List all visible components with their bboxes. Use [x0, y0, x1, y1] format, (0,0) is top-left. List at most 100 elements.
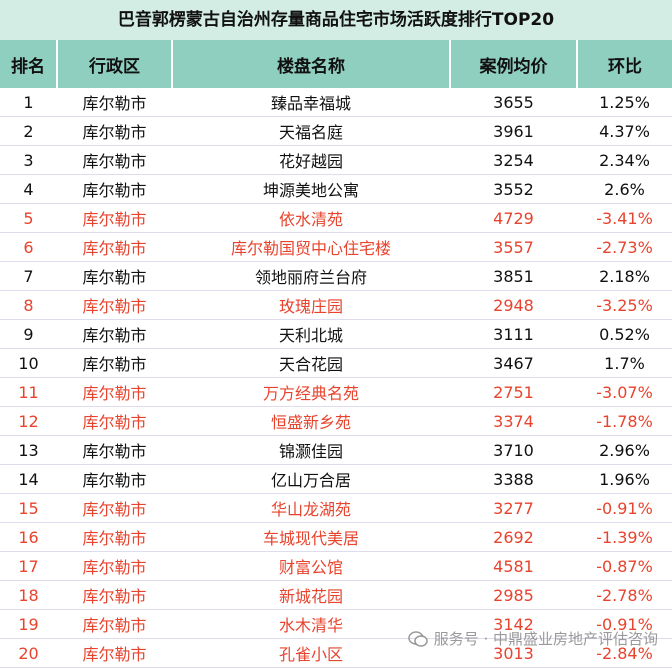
table-row: 1 库尔勒市 臻品幸福城 3655 1.25% [0, 88, 672, 117]
project-name-cell: 新城花园 [172, 580, 450, 610]
project-name-cell: 臻品幸福城 [172, 88, 450, 117]
table-row: 20 库尔勒市 孔雀小区 3013 -2.84% [0, 638, 672, 668]
project-name-cell: 水木清华 [172, 609, 450, 639]
change-cell: -2.78% [577, 580, 672, 610]
district-cell: 库尔勒市 [57, 522, 172, 552]
rank-cell: 18 [0, 580, 57, 610]
avg-price-cell: 3557 [450, 232, 577, 262]
district-cell: 库尔勒市 [57, 580, 172, 610]
district-cell: 库尔勒市 [57, 406, 172, 436]
avg-price-cell: 3388 [450, 464, 577, 494]
avg-price-cell: 2948 [450, 290, 577, 320]
avg-price-cell: 4581 [450, 551, 577, 581]
district-cell: 库尔勒市 [57, 435, 172, 465]
avg-price-cell: 3111 [450, 319, 577, 349]
rank-cell: 8 [0, 290, 57, 320]
table-row: 2 库尔勒市 天福名庭 3961 4.37% [0, 116, 672, 146]
change-cell: -3.41% [577, 203, 672, 233]
rank-cell: 1 [0, 88, 57, 117]
district-cell: 库尔勒市 [57, 609, 172, 639]
ranking-table: 排名 行政区 楼盘名称 案例均价 环比 1 库尔勒市 臻品幸福城 3655 1.25% 2 库尔勒市… [0, 40, 672, 668]
change-cell: -1.78% [577, 406, 672, 436]
rank-cell: 19 [0, 609, 57, 639]
district-cell: 库尔勒市 [57, 290, 172, 320]
change-cell: -0.91% [577, 609, 672, 639]
project-name-cell: 天利北城 [172, 319, 450, 349]
change-cell: -0.91% [577, 493, 672, 523]
column-header: 行政区 [56, 40, 172, 88]
district-cell: 库尔勒市 [57, 551, 172, 581]
avg-price-cell: 3710 [450, 435, 577, 465]
project-name-cell: 依水清苑 [172, 203, 450, 233]
change-cell: 1.25% [577, 88, 672, 117]
project-name-cell: 库尔勒国贸中心住宅楼 [172, 232, 450, 262]
district-cell: 库尔勒市 [57, 116, 172, 146]
change-cell: -0.87% [577, 551, 672, 581]
district-cell: 库尔勒市 [57, 319, 172, 349]
project-name-cell: 华山龙湖苑 [172, 493, 450, 523]
project-name-cell: 亿山万合居 [172, 464, 450, 494]
rank-cell: 7 [0, 261, 57, 291]
project-name-cell: 天合花园 [172, 348, 450, 378]
project-name-cell: 坤源美地公寓 [172, 174, 450, 204]
avg-price-cell: 3655 [450, 88, 577, 117]
district-cell: 库尔勒市 [57, 145, 172, 175]
table-row: 16 库尔勒市 车城现代美居 2692 -1.39% [0, 522, 672, 552]
rank-cell: 10 [0, 348, 57, 378]
avg-price-cell: 3142 [450, 609, 577, 639]
wechat-icon [407, 630, 428, 647]
rank-cell: 13 [0, 435, 57, 465]
change-cell: 2.96% [577, 435, 672, 465]
avg-price-cell: 3467 [450, 348, 577, 378]
avg-price-cell: 3374 [450, 406, 577, 436]
project-name-cell: 孔雀小区 [172, 638, 450, 668]
district-cell: 库尔勒市 [57, 261, 172, 291]
rank-cell: 15 [0, 493, 57, 523]
rank-cell: 17 [0, 551, 57, 581]
avg-price-cell: 3277 [450, 493, 577, 523]
table-row: 3 库尔勒市 花好越园 3254 2.34% [0, 145, 672, 175]
project-name-cell: 玫瑰庄园 [172, 290, 450, 320]
table-row: 6 库尔勒市 库尔勒国贸中心住宅楼 3557 -2.73% [0, 232, 672, 262]
rank-cell: 5 [0, 203, 57, 233]
table-row: 15 库尔勒市 华山龙湖苑 3277 -0.91% [0, 493, 672, 523]
change-cell: 2.18% [577, 261, 672, 291]
column-header: 排名 [0, 40, 57, 88]
rank-cell: 11 [0, 377, 57, 407]
rank-cell: 16 [0, 522, 57, 552]
table-row: 8 库尔勒市 玫瑰庄园 2948 -3.25% [0, 290, 672, 320]
district-cell: 库尔勒市 [57, 377, 172, 407]
table-row: 14 库尔勒市 亿山万合居 3388 1.96% [0, 464, 672, 494]
change-cell: 1.96% [577, 464, 672, 494]
header-row: 排名 行政区 楼盘名称 案例均价 环比 [0, 40, 672, 88]
district-cell: 库尔勒市 [57, 348, 172, 378]
table-row: 5 库尔勒市 依水清苑 4729 -3.41% [0, 203, 672, 233]
district-cell: 库尔勒市 [57, 174, 172, 204]
table-row: 19 库尔勒市 水木清华 3142 -0.91% [0, 609, 672, 639]
rank-cell: 20 [0, 638, 57, 668]
project-name-cell: 花好越园 [172, 145, 450, 175]
rank-cell: 4 [0, 174, 57, 204]
avg-price-cell: 2751 [450, 377, 577, 407]
change-cell: 4.37% [577, 116, 672, 146]
column-header: 楼盘名称 [171, 40, 450, 88]
change-cell: -3.07% [577, 377, 672, 407]
watermark-text: 服务号 · 中鼎盛业房地产评估咨询 [433, 630, 658, 648]
avg-price-cell: 2692 [450, 522, 577, 552]
change-cell: -2.73% [577, 232, 672, 262]
change-cell: 0.52% [577, 319, 672, 349]
table-row: 13 库尔勒市 锦灏佳园 3710 2.96% [0, 435, 672, 465]
project-name-cell: 天福名庭 [172, 116, 450, 146]
rank-cell: 9 [0, 319, 57, 349]
watermark: 服务号 · 中鼎盛业房地产评估咨询 [407, 628, 658, 649]
project-name-cell: 领地丽府兰台府 [172, 261, 450, 291]
table-row: 4 库尔勒市 坤源美地公寓 3552 2.6% [0, 174, 672, 204]
rank-cell: 3 [0, 145, 57, 175]
rank-cell: 6 [0, 232, 57, 262]
rank-cell: 12 [0, 406, 57, 436]
change-cell: 1.7% [577, 348, 672, 378]
table-row: 12 库尔勒市 恒盛新乡苑 3374 -1.78% [0, 406, 672, 436]
change-cell: 2.6% [577, 174, 672, 204]
avg-price-cell: 3851 [450, 261, 577, 291]
